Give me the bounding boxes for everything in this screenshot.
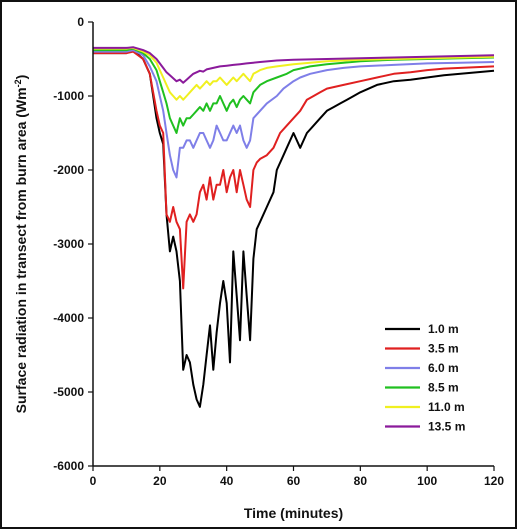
- x-tick-label: 0: [90, 474, 97, 488]
- x-tick-label: 80: [354, 474, 368, 488]
- y-tick-label: -4000: [53, 311, 84, 325]
- series-line-1: [93, 49, 495, 408]
- series-line-5: [93, 46, 495, 101]
- x-tick-label: 100: [417, 474, 437, 488]
- series-line-4: [93, 47, 495, 134]
- legend-label: 13.5 m: [428, 420, 465, 434]
- series-lines: [93, 46, 495, 408]
- legend-label: 8.5 m: [428, 381, 459, 395]
- legend: 1.0 m 3.5 m 6.0 m 8.5 m 11.0 m 13.5 m: [385, 322, 465, 434]
- y-axis-title-close: ): [13, 75, 29, 80]
- series-line-3: [93, 49, 495, 179]
- x-axis-title: Time (minutes): [244, 505, 343, 521]
- y-tick-label: -6000: [53, 459, 84, 473]
- series-line-6: [93, 46, 495, 84]
- series-line-2: [93, 50, 495, 290]
- y-tick-label: -1000: [53, 89, 84, 103]
- y-tick-label: -5000: [53, 385, 84, 399]
- y-tick-label: 0: [77, 15, 84, 29]
- legend-label: 1.0 m: [428, 322, 459, 336]
- legend-label: 11.0 m: [428, 400, 465, 414]
- ticks: 0 20 40 60 80 100 120 0 -1000 -2000 -3000 -4000 -500…: [53, 15, 504, 488]
- x-tick-label: 60: [287, 474, 301, 488]
- legend-label: 3.5 m: [428, 342, 459, 356]
- y-tick-label: -3000: [53, 237, 84, 251]
- x-tick-label: 120: [484, 474, 504, 488]
- y-axis-title-sup: -2: [13, 79, 23, 87]
- x-tick-label: 20: [153, 474, 167, 488]
- y-axis-title: Surface radiation in transect from burn …: [13, 75, 29, 414]
- x-tick-label: 40: [220, 474, 234, 488]
- y-axis-title-main: Surface radiation in transect from burn …: [13, 87, 29, 413]
- y-tick-label: -2000: [53, 163, 84, 177]
- legend-label: 6.0 m: [428, 361, 459, 375]
